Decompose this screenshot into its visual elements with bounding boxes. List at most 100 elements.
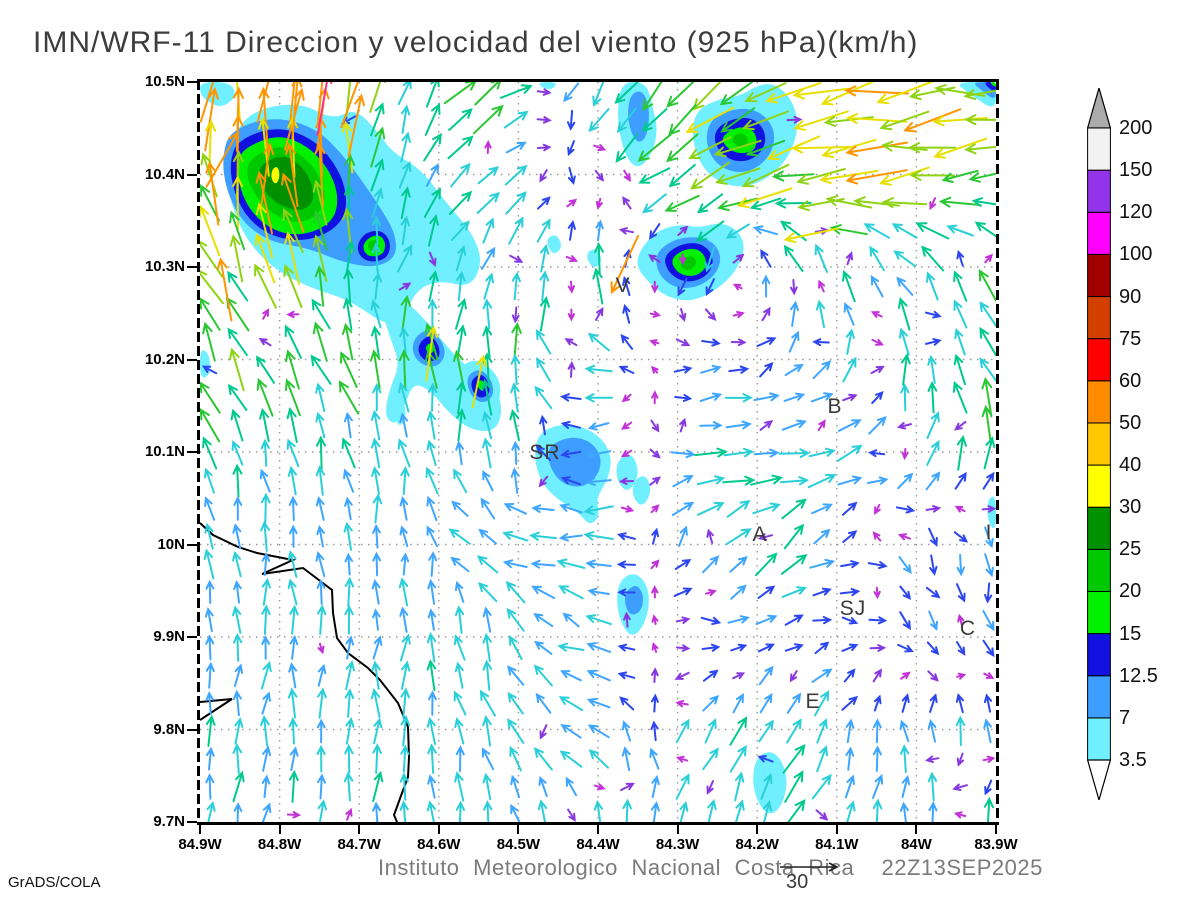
contour-fill-3.5-7 bbox=[539, 82, 556, 90]
lon-tick-label: 84.5W bbox=[496, 836, 541, 853]
contour-fill-7-12.5 bbox=[548, 437, 601, 487]
contour-fill-3.5-7 bbox=[200, 350, 211, 378]
colorbar-segment bbox=[1087, 590, 1111, 635]
colorbar-tick-label: 60 bbox=[1119, 369, 1142, 392]
contour-fill-20-25 bbox=[732, 133, 748, 147]
map-frame-left bbox=[197, 80, 200, 824]
colorbar-tick-label: 50 bbox=[1119, 411, 1142, 434]
colorbar-segment bbox=[1087, 211, 1111, 255]
colorbar-tick-label: 15 bbox=[1119, 622, 1142, 645]
contour-fill-3.5-7 bbox=[632, 476, 651, 505]
plot-title: IMN/WRF-11 Direccion y velocidad del vie… bbox=[33, 26, 919, 59]
lon-tick bbox=[199, 825, 201, 834]
colorbar-segment bbox=[1087, 296, 1111, 340]
reference-vector-label: 30 bbox=[786, 871, 809, 893]
lat-tick-label: 10.4N bbox=[144, 165, 185, 183]
colorbar-segment bbox=[1087, 717, 1111, 761]
lon-tick-label: 84.9W bbox=[178, 836, 222, 853]
colorbar bbox=[1086, 85, 1112, 805]
lon-tick-label: 84.3W bbox=[655, 836, 700, 853]
lat-tick-label: 10.1N bbox=[144, 443, 185, 460]
colorbar-segment bbox=[1087, 338, 1111, 382]
lon-tick bbox=[756, 825, 759, 834]
lat-tick bbox=[187, 358, 197, 361]
lat-tick-label: 9.8N bbox=[153, 720, 185, 738]
lat-tick bbox=[187, 821, 197, 823]
colorbar-segment bbox=[1087, 253, 1111, 298]
lat-tick-label: 10.2N bbox=[144, 350, 185, 368]
map-frame-bottom bbox=[197, 822, 999, 825]
colorbar-segment bbox=[1087, 633, 1111, 677]
colorbar-segment bbox=[1087, 464, 1111, 508]
lon-tick bbox=[437, 825, 440, 834]
colorbar-tick-label: 25 bbox=[1119, 538, 1142, 561]
reference-vector-arrow bbox=[780, 862, 839, 872]
contour-fill-3.5-7 bbox=[547, 235, 561, 254]
colorbar-svg bbox=[1086, 85, 1112, 803]
lon-tick bbox=[597, 825, 599, 834]
lat-tick-label: 10N bbox=[157, 535, 185, 553]
lat-tick bbox=[187, 81, 197, 83]
map-frame-top bbox=[197, 79, 999, 82]
colorbar-segment bbox=[1087, 548, 1111, 592]
colorbar-segment bbox=[1087, 380, 1111, 424]
colorbar-segment bbox=[1087, 675, 1111, 719]
lon-tick bbox=[676, 825, 679, 834]
colorbar-tick-label: 90 bbox=[1119, 285, 1142, 308]
lon-tick-label: 84.4W bbox=[576, 836, 620, 853]
colorbar-overflow-cap bbox=[1086, 85, 1112, 129]
lat-tick bbox=[187, 451, 197, 453]
colorbar-tick-label: 7 bbox=[1119, 706, 1131, 729]
colorbar-tick-label: 30 bbox=[1119, 496, 1142, 519]
lon-tick-label: 84W bbox=[900, 836, 932, 853]
colorbar-tick-label: 75 bbox=[1119, 327, 1142, 350]
colorbar-segment bbox=[1087, 506, 1111, 550]
station-labels: V SR B A I SJ C E bbox=[529, 274, 993, 713]
colorbar-segment bbox=[1087, 169, 1111, 213]
graticule bbox=[200, 82, 996, 822]
lat-tick-label: 9.9N bbox=[153, 628, 185, 645]
station-label-A: A bbox=[752, 523, 767, 546]
lon-tick-label: 84.1W bbox=[815, 836, 859, 853]
lon-tick-label: 84.6W bbox=[417, 836, 461, 853]
colorbar-tick-label: 20 bbox=[1119, 580, 1142, 603]
map-frame-right bbox=[996, 80, 999, 824]
lon-tick bbox=[835, 825, 838, 834]
lat-tick-label: 10.3N bbox=[144, 258, 185, 275]
station-label-I: I bbox=[986, 521, 993, 544]
contour-fill-15-20 bbox=[990, 82, 996, 87]
colorbar-tick-label: 12.5 bbox=[1119, 664, 1158, 687]
station-label-B: B bbox=[827, 395, 842, 418]
colorbar-segment bbox=[1087, 422, 1111, 466]
colorbar-tick-label: 150 bbox=[1119, 159, 1153, 182]
colorbar-tick-label: 120 bbox=[1119, 201, 1153, 224]
lat-tick bbox=[187, 543, 197, 546]
station-label-SJ: SJ bbox=[840, 597, 867, 620]
station-label-V: V bbox=[615, 274, 630, 297]
colorbar-segment bbox=[1087, 127, 1111, 171]
shaded-speed-contours bbox=[200, 82, 996, 814]
lon-tick bbox=[915, 825, 918, 834]
contour-fill-3.5-7 bbox=[987, 496, 996, 529]
lat-tick bbox=[187, 636, 197, 638]
colorbar-tick-label: 100 bbox=[1119, 243, 1153, 266]
colorbar-tick-label: 200 bbox=[1119, 117, 1153, 139]
footer-caption: Instituto Meteorologico Nacional Costa R… bbox=[378, 855, 1043, 880]
wind-arrows bbox=[200, 82, 996, 822]
lon-tick-label: 84.2W bbox=[735, 836, 779, 853]
station-label-SR: SR bbox=[529, 441, 560, 464]
colorbar-underflow-tip bbox=[1086, 759, 1112, 803]
lat-tick bbox=[187, 173, 197, 176]
lon-tick bbox=[517, 825, 520, 834]
colorbar-tick-label: 40 bbox=[1119, 454, 1142, 477]
lon-tick bbox=[995, 825, 997, 834]
lon-tick-label: 84.7W bbox=[337, 836, 381, 853]
lat-tick-label: 10.5N bbox=[144, 73, 185, 90]
station-label-C: C bbox=[960, 617, 976, 640]
lat-tick bbox=[187, 728, 197, 731]
contour-fill-30-40 bbox=[271, 167, 280, 184]
lon-tick bbox=[358, 825, 361, 834]
colorbar-tick-label: 3.5 bbox=[1119, 749, 1147, 771]
lon-tick-label: 83.9W bbox=[974, 836, 1018, 853]
